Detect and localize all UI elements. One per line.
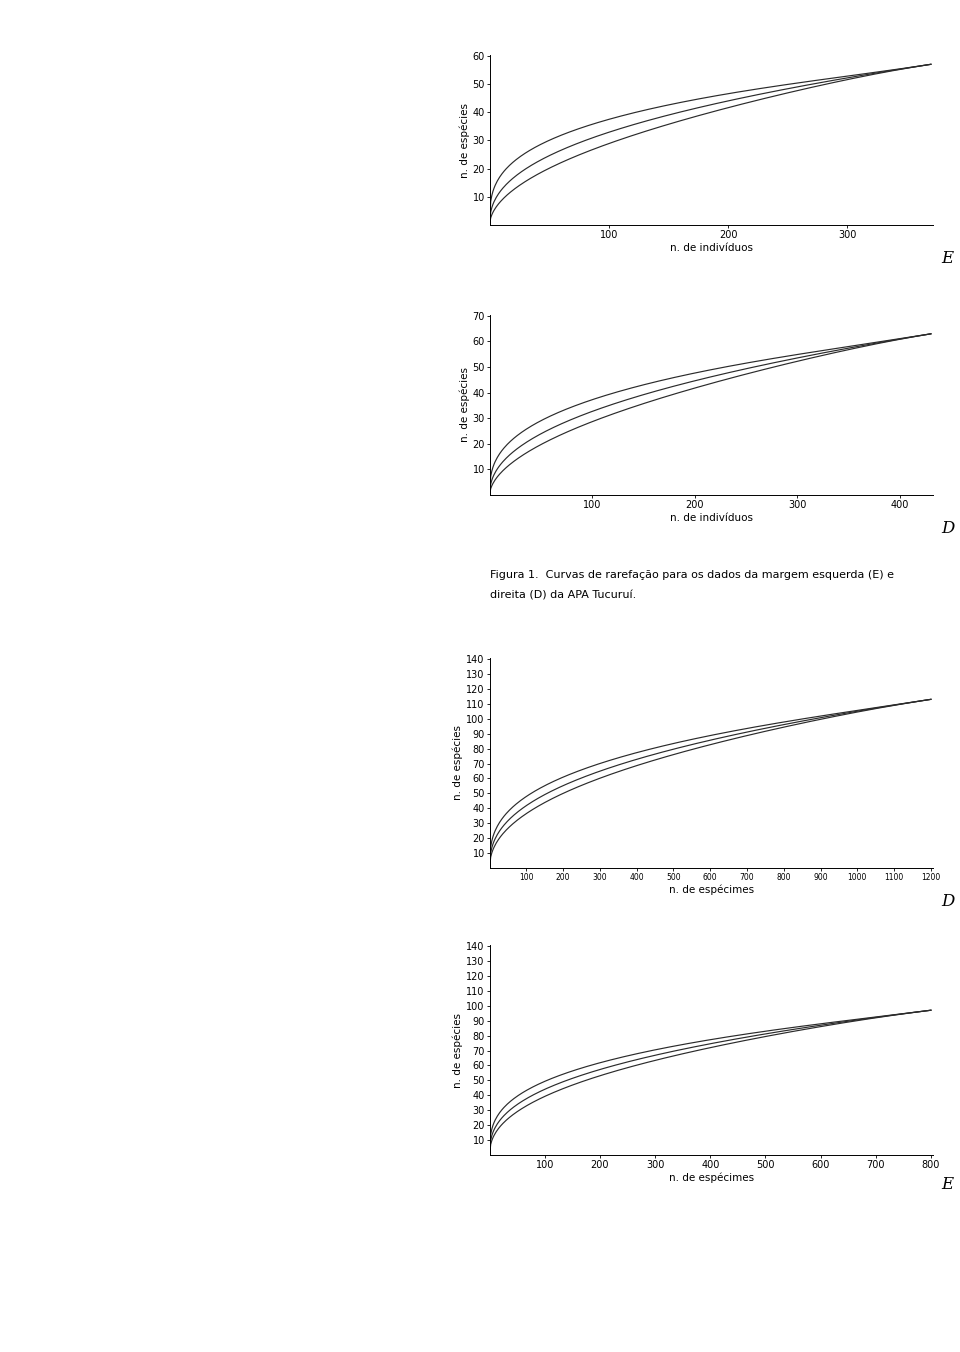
Y-axis label: n. de espécies: n. de espécies (453, 1013, 464, 1087)
Y-axis label: n. de espécies: n. de espécies (453, 726, 464, 800)
Y-axis label: n. de espécies: n. de espécies (459, 103, 469, 177)
Text: direita (D) da APA Tucuruí.: direita (D) da APA Tucuruí. (490, 591, 636, 600)
Y-axis label: n. de espécies: n. de espécies (459, 368, 469, 442)
Text: Figura 1.  Curvas de rarefação para os dados da margem esquerda (E) e: Figura 1. Curvas de rarefação para os da… (490, 571, 894, 580)
X-axis label: n. de espécimes: n. de espécimes (669, 1172, 754, 1183)
X-axis label: n. de indivíduos: n. de indivíduos (670, 242, 753, 253)
X-axis label: n. de espécimes: n. de espécimes (669, 884, 754, 895)
Text: E: E (942, 250, 953, 268)
X-axis label: n. de indivíduos: n. de indivíduos (670, 512, 753, 523)
Text: D: D (941, 521, 954, 537)
Text: D: D (941, 894, 954, 910)
Text: E: E (942, 1176, 953, 1194)
